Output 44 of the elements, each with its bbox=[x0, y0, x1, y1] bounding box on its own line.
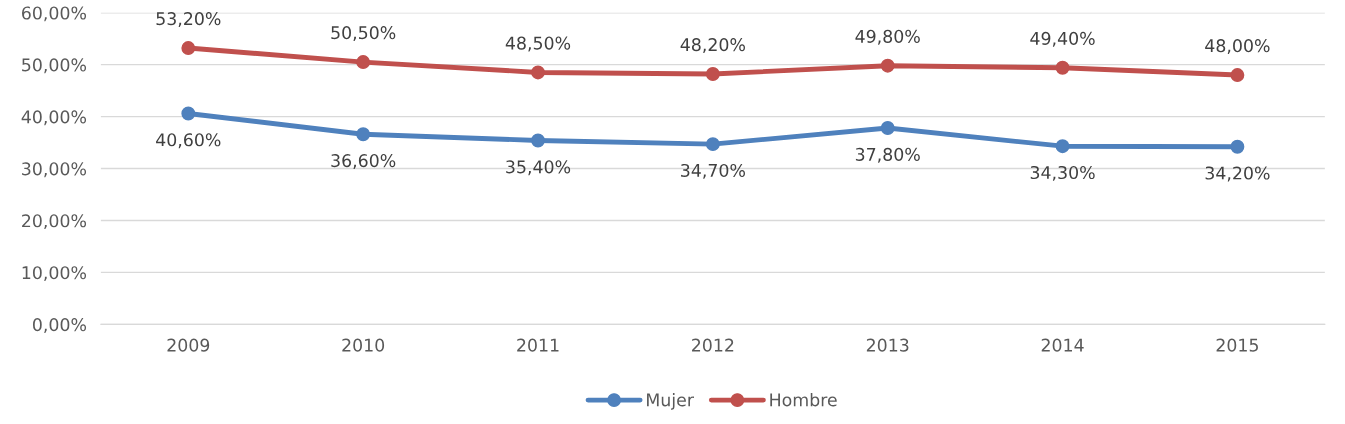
data-label: 34,30% bbox=[1030, 165, 1095, 181]
point bbox=[356, 127, 371, 142]
point bbox=[705, 67, 720, 81]
data-label: 49,40% bbox=[1030, 31, 1095, 47]
point bbox=[1230, 68, 1245, 82]
point bbox=[531, 133, 545, 148]
x-tick-label: 2012 bbox=[692, 338, 734, 352]
data-label: 49,80% bbox=[855, 29, 920, 45]
x-tick-label: 2011 bbox=[517, 338, 559, 352]
data-label: 48,50% bbox=[505, 36, 571, 52]
point bbox=[181, 106, 196, 121]
x-tick-label: 2010 bbox=[342, 338, 385, 352]
data-label: 50,50% bbox=[331, 26, 396, 42]
data-label: 34,70% bbox=[681, 163, 745, 179]
y-tick-label: 50,00% bbox=[22, 58, 87, 74]
x-tick-label: 2014 bbox=[1041, 338, 1084, 352]
legend-label: Hombre bbox=[770, 392, 837, 407]
point bbox=[356, 55, 371, 70]
y-tick-label: 60,00% bbox=[22, 6, 87, 22]
y-tick-label: 30,00% bbox=[22, 162, 87, 178]
y-tick-label: 20,00% bbox=[22, 214, 87, 230]
legend-label: Mujer bbox=[647, 392, 694, 410]
point bbox=[705, 137, 720, 152]
point bbox=[181, 41, 196, 55]
x-tick-label: 2013 bbox=[866, 338, 909, 352]
point bbox=[1230, 139, 1245, 154]
point bbox=[1055, 139, 1070, 154]
data-label: 48,20% bbox=[680, 38, 745, 53]
y-tick-label: 10,00% bbox=[22, 266, 87, 282]
y-tick-label: 0,00% bbox=[32, 318, 87, 333]
data-label: 36,60% bbox=[331, 154, 396, 169]
data-label: 40,60% bbox=[156, 133, 221, 149]
y-tick-label: 40,00% bbox=[21, 110, 87, 126]
point bbox=[531, 65, 545, 80]
point bbox=[1055, 60, 1070, 75]
x-tick-label: 2015 bbox=[1216, 338, 1258, 352]
data-label: 37,80% bbox=[855, 147, 920, 163]
x-tick-label: 2009 bbox=[167, 338, 210, 352]
data-label: 34,20% bbox=[1205, 166, 1270, 182]
data-label: 48,00% bbox=[1205, 39, 1270, 55]
point bbox=[880, 121, 895, 135]
data-label: 53,20% bbox=[156, 12, 221, 27]
point bbox=[880, 58, 895, 73]
data-label: 35,40% bbox=[506, 160, 571, 176]
